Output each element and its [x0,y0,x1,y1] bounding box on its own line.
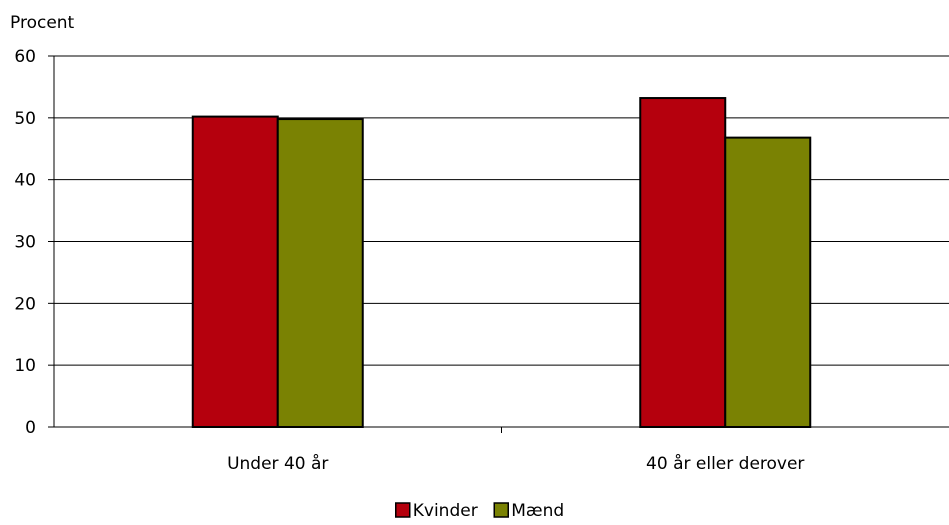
y-axis-ticks: 0 10 20 30 40 50 60 [14,47,54,438]
legend-label-kvinder: Kvinder [413,501,478,521]
x-tick-label-2: 40 år eller derover [646,453,804,474]
y-tick-label-0: 0 [25,418,36,438]
y-tick-label-30: 30 [14,233,36,253]
y-tick-label-40: 40 [14,171,36,191]
x-axis-ticks: Under 40 år 40 år eller derover [227,427,804,474]
bar-mænd-1 [276,118,364,428]
legend-swatch-kvinder [395,502,411,518]
y-tick-label-50: 50 [14,109,36,129]
y-tick-label-10: 10 [14,356,36,376]
bar-kvinder-1 [191,115,279,428]
y-tick-label-60: 60 [14,47,36,67]
x-tick-label-1: Under 40 år [227,453,328,474]
bar-mænd-2 [724,136,812,428]
y-axis-title: Procent [10,13,75,33]
y-tick-label-20: 20 [14,294,36,314]
legend-swatch-mænd [493,502,509,518]
bars [191,97,812,429]
legend-label-mænd: Mænd [511,501,564,521]
bar-kvinder-2 [639,97,727,429]
gridlines [54,55,949,366]
legend: Kvinder Mænd [395,501,564,521]
